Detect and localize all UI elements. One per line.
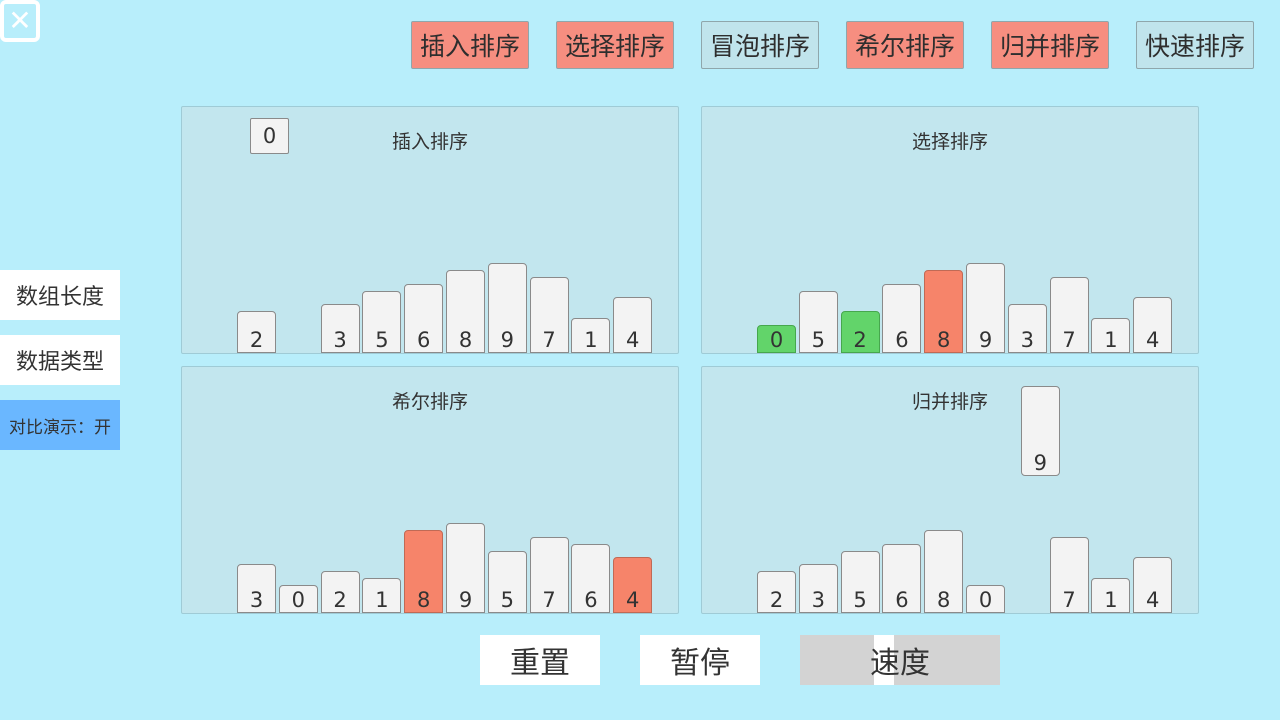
- bar-2: 2: [237, 311, 276, 353]
- bar-6: 6: [404, 283, 444, 353]
- tab-shell-sort[interactable]: 希尔排序: [846, 21, 964, 69]
- bar-7: 7: [529, 536, 569, 613]
- tab-insertion-sort[interactable]: 插入排序: [411, 21, 529, 69]
- tab-bubble-sort[interactable]: 冒泡排序: [701, 21, 819, 69]
- compare-demo-toggle[interactable]: 对比演示：开: [0, 400, 120, 450]
- bar-4: 4: [613, 297, 653, 353]
- bar-2: 2: [757, 571, 796, 613]
- tab-merge-sort[interactable]: 归并排序: [991, 21, 1109, 69]
- panel-title: 希尔排序: [391, 391, 468, 413]
- panel-title: 插入排序: [391, 131, 468, 153]
- array-length-button[interactable]: 数组长度: [0, 270, 120, 320]
- bar-5: 5: [487, 550, 527, 613]
- bar-1: 1: [1091, 578, 1131, 613]
- close-icon: ✕: [8, 4, 32, 37]
- bar-0: 0: [757, 325, 796, 353]
- bar-5: 5: [840, 550, 880, 613]
- bar-7: 7: [529, 276, 569, 353]
- bar-9: 9: [446, 522, 485, 613]
- bar-6: 6: [571, 543, 611, 613]
- close-button[interactable]: ✕: [0, 0, 40, 42]
- bar-3: 3: [320, 304, 360, 353]
- bar-4: 4: [1133, 297, 1173, 353]
- bar-4: 4: [613, 557, 653, 613]
- bar-2: 2: [320, 571, 360, 613]
- bar-4: 4: [1133, 557, 1173, 613]
- bar-1: 1: [362, 578, 402, 613]
- speed-label: 速度: [870, 646, 930, 681]
- pause-button[interactable]: 暂停: [640, 635, 760, 685]
- bar-0: 0: [966, 585, 1005, 613]
- panel-title: 选择排序: [911, 131, 988, 153]
- bar-6: 6: [882, 543, 922, 613]
- bar-7: 7: [1049, 276, 1089, 353]
- bar-3: 3: [798, 564, 838, 613]
- bar-3: 3: [1007, 304, 1047, 353]
- bar-8: 8: [924, 269, 964, 353]
- bar-1: 1: [1091, 318, 1131, 353]
- bar-3: 3: [237, 564, 276, 613]
- bar-8: 8: [446, 269, 485, 353]
- bar-0: 0: [278, 585, 318, 613]
- bar-2: 2: [840, 311, 880, 353]
- bar-9: 9: [487, 262, 527, 353]
- data-type-button[interactable]: 数据类型: [0, 335, 120, 385]
- bar-1: 1: [571, 318, 611, 353]
- bar-8: 8: [924, 529, 964, 613]
- floating-bar-9: 9: [1020, 386, 1060, 477]
- reset-button[interactable]: 重置: [480, 635, 600, 685]
- floating-bar-0: 0: [250, 118, 289, 154]
- tab-quick-sort[interactable]: 快速排序: [1136, 21, 1254, 69]
- bar-6: 6: [882, 283, 922, 353]
- speed-slider[interactable]: 速度: [800, 635, 1000, 685]
- algorithm-tabs: 插入排序 选择排序 冒泡排序 希尔排序 归并排序 快速排序: [0, 0, 1280, 80]
- panel-title: 归并排序: [911, 391, 988, 413]
- bar-5: 5: [798, 290, 838, 353]
- bar-7: 7: [1049, 536, 1089, 613]
- tab-selection-sort[interactable]: 选择排序: [556, 21, 674, 69]
- bar-9: 9: [966, 262, 1005, 353]
- speed-slider-thumb[interactable]: [873, 635, 894, 685]
- bar-8: 8: [404, 529, 444, 613]
- bar-5: 5: [362, 290, 402, 353]
